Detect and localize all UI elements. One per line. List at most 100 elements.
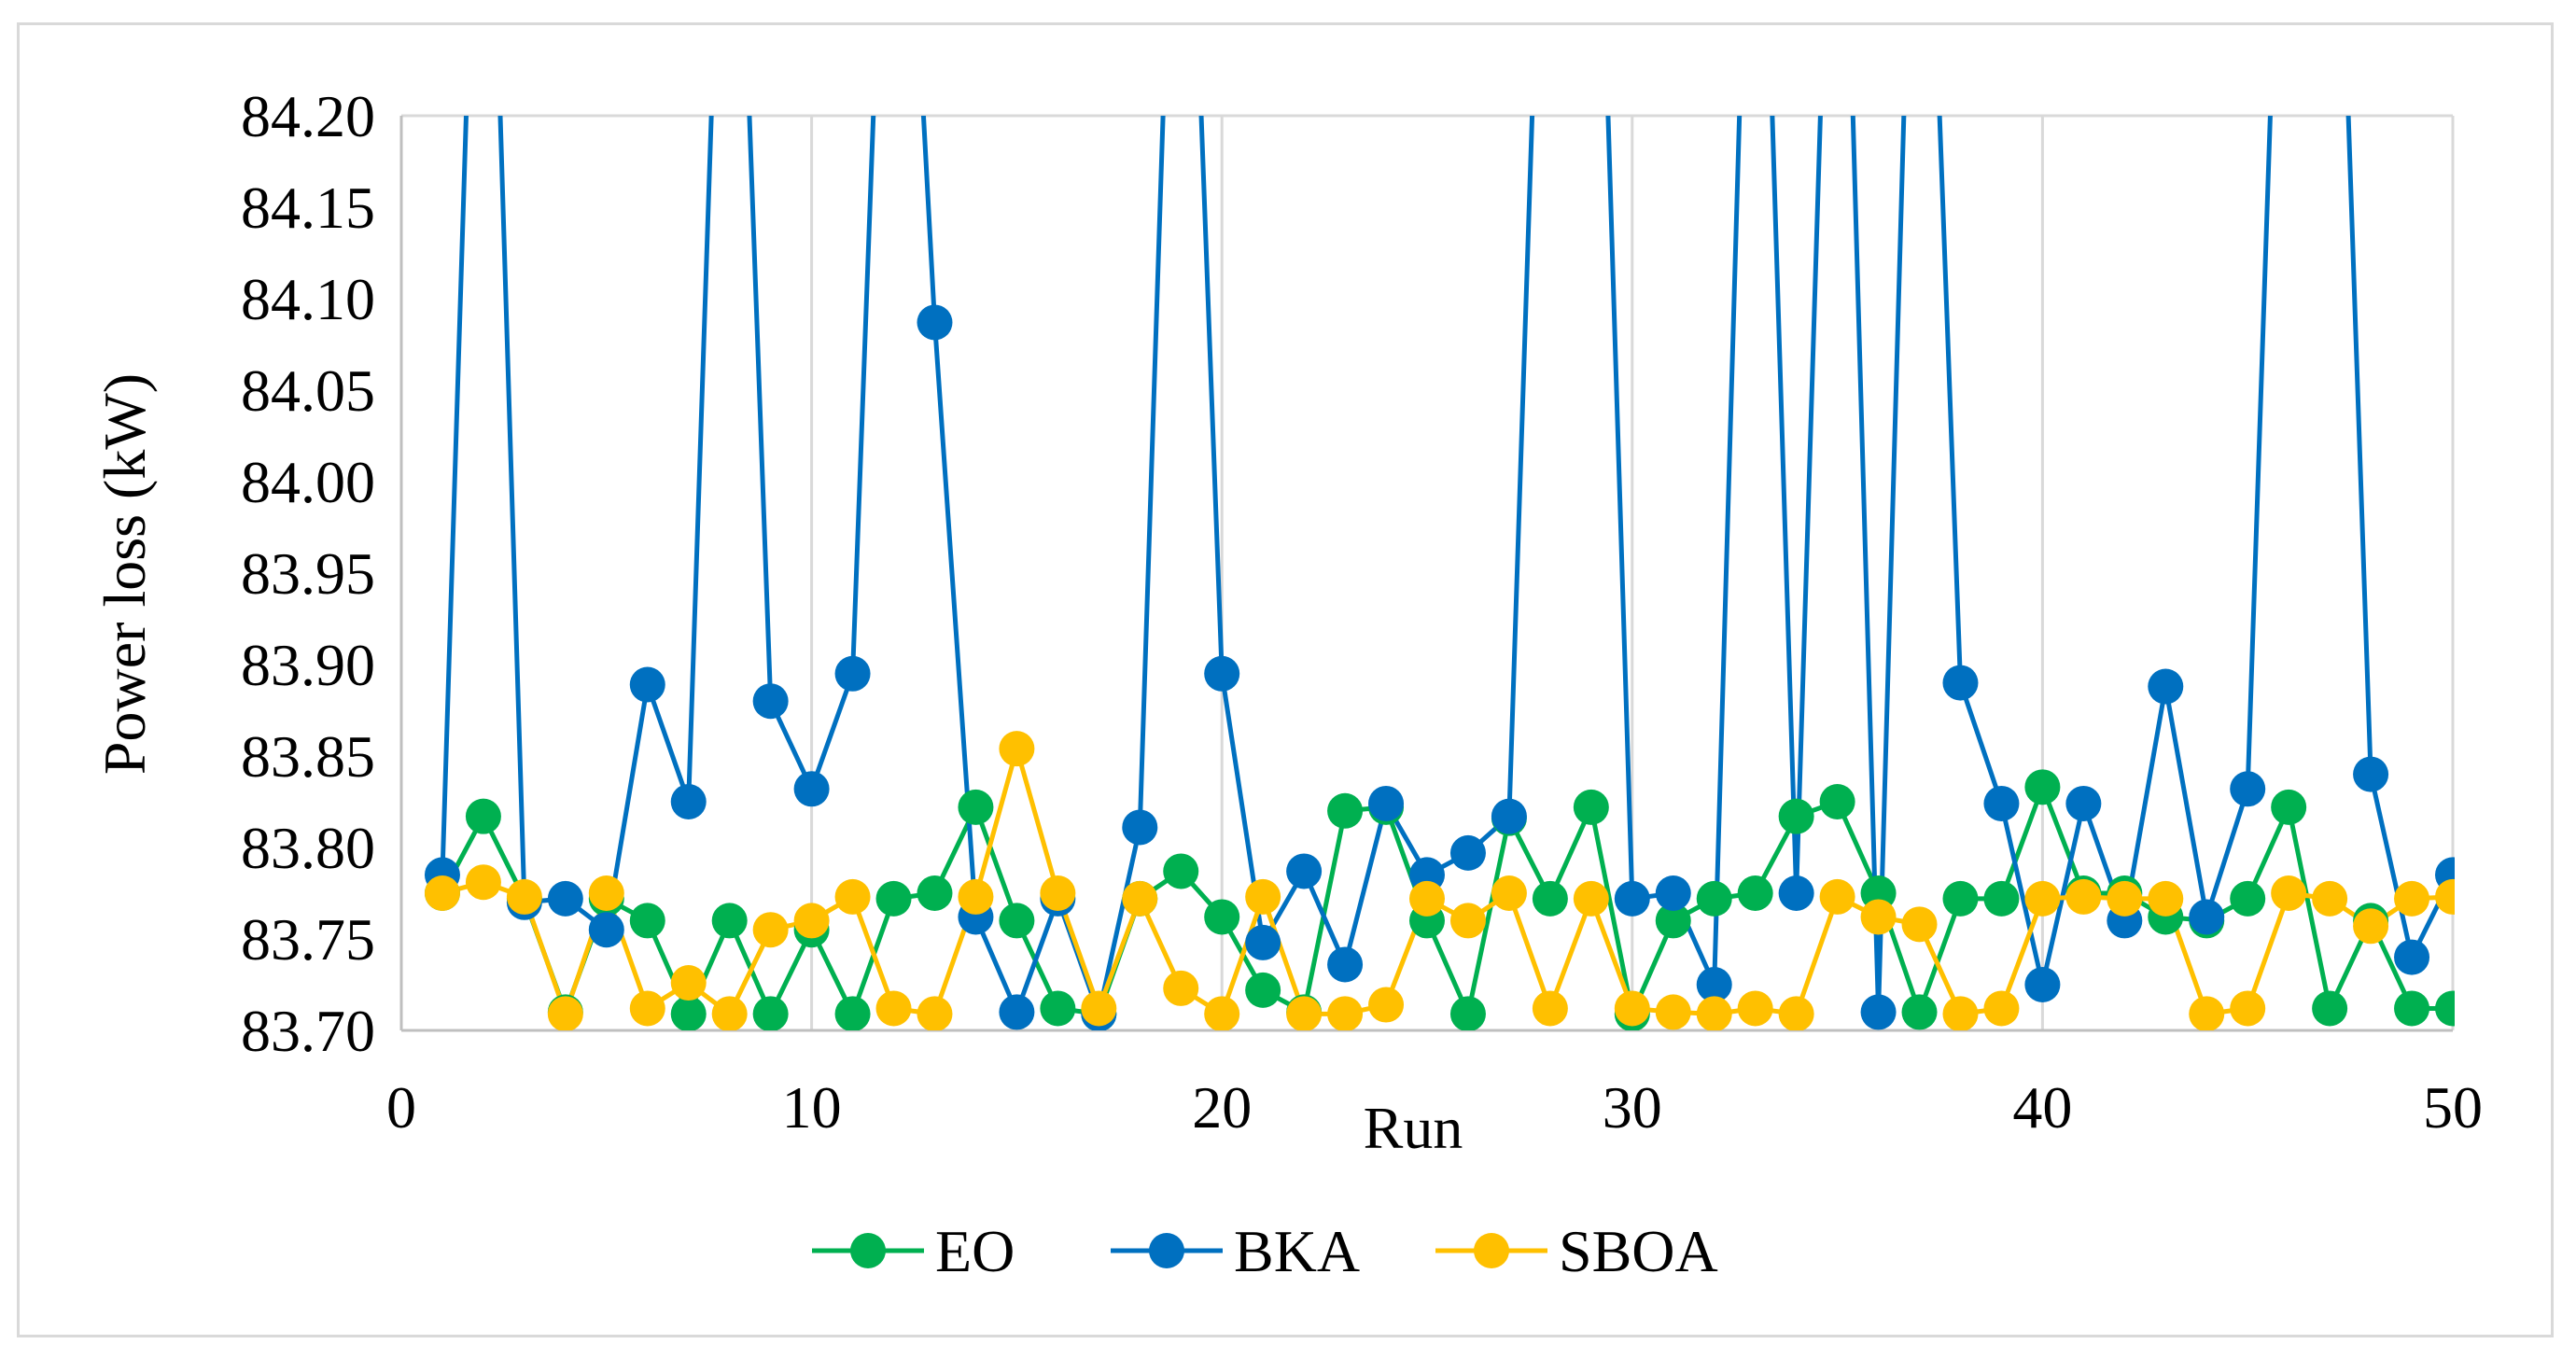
bka-point [1655,875,1691,911]
sboa-point [1327,996,1364,1030]
sboa-point [1040,875,1076,911]
eo-point [1163,853,1199,889]
y-axis-title: Power loss (kW) [91,373,158,775]
eo-point [670,996,707,1030]
sboa-point [1081,990,1117,1027]
eo-point [1778,798,1814,834]
y-tick-label: 84.00 [241,449,375,515]
bka-point [1778,875,1814,911]
eo-point [917,875,953,911]
sboa-legend-label: SBOA [1559,1218,1718,1284]
sboa-point [2107,880,2143,917]
bka-point [2353,756,2389,792]
sboa-point [1614,990,1650,1027]
y-tick-label: 83.75 [241,906,375,973]
eo-point [1655,903,1691,939]
sboa-point [2065,878,2102,915]
sboa-point [2353,908,2389,945]
eo-point [2230,880,2266,917]
sboa-point [1819,878,1855,915]
y-tick-label: 84.05 [241,357,375,424]
eo-point [1696,880,1732,917]
sboa-point [2189,996,2225,1030]
eo-point [711,903,748,939]
bka-point [1449,834,1486,871]
bka-point [1122,809,1158,846]
sboa-point [1983,990,2020,1027]
sboa-point [999,731,1035,767]
y-tick-label: 83.85 [241,723,375,790]
sboa-point [1778,996,1814,1030]
y-tick-label: 83.95 [241,540,375,607]
sboa-point [793,903,830,939]
sboa-point [1696,996,1732,1030]
sboa-point [2148,880,2184,917]
sboa-point [1573,880,1609,917]
bka-point [793,771,830,807]
eo-point [2394,990,2430,1027]
sboa-point [2230,990,2266,1027]
sboa-point [1245,878,1281,915]
eo-point [1737,875,1773,911]
sboa-point [2271,875,2307,911]
bka-point [588,912,624,948]
eo-point [2312,990,2348,1027]
eo-point [752,996,789,1030]
bka-point [834,655,871,692]
bka-point [629,666,665,703]
x-tick-label: 30 [1603,1074,1662,1141]
bka-point [1491,798,1527,834]
sboa-point [1122,880,1158,917]
eo-point [2435,990,2455,1027]
eo-point [1819,784,1855,819]
legend: EO BKA SBOA [812,1218,1718,1284]
sboa-point [2312,880,2348,917]
eo-point [1040,990,1076,1027]
sboa-point [1901,906,1938,943]
sboa-point [752,912,789,948]
sboa-point [958,878,994,915]
bka-point [1327,946,1364,983]
bka-point [2148,668,2184,705]
sboa-point [424,875,460,911]
y-tick-label: 83.70 [241,998,375,1064]
y-tick-label: 84.20 [241,83,375,149]
eo-point [1573,789,1609,825]
bka-legend-marker [1149,1233,1184,1268]
sboa-point [1368,987,1405,1023]
bka-point [1696,967,1732,1002]
bka-legend-label: BKA [1234,1218,1360,1284]
bka-point [1368,785,1405,821]
eo-point [465,798,501,834]
sboa-point [2435,878,2455,915]
sboa-point [465,864,501,901]
bka-point [547,880,583,917]
bka-series-line [440,116,2455,1016]
bka-point [2189,899,2225,935]
sboa-point [1737,990,1773,1027]
bka-point [1983,785,2020,821]
x-tick-label: 0 [386,1074,416,1141]
eo-point [1204,899,1240,935]
bka-point [752,683,789,720]
bka-point [2024,967,2061,1002]
x-axis-title: Run [1364,1095,1463,1161]
eo-point [1449,996,1486,1030]
eo-point [2271,789,2307,825]
chart-frame [17,22,2554,1337]
sboa-point [917,996,953,1030]
bka-point [2230,771,2266,807]
eo-point [875,880,912,917]
bka-point [1614,880,1650,917]
y-tick-labels: 84.20 84.15 84.10 84.05 84.00 83.95 83.90 83.85… [241,83,375,1064]
x-tick-label: 50 [2423,1074,2483,1141]
y-tick-label: 84.15 [241,175,375,241]
x-tick-label: 40 [2012,1074,2072,1141]
axes [399,116,2453,1032]
sboa-point [547,996,583,1030]
sboa-point [1655,994,1691,1030]
sboa-point [506,878,542,915]
eo-point [1901,994,1938,1030]
eo-legend-label: EO [935,1218,1015,1284]
